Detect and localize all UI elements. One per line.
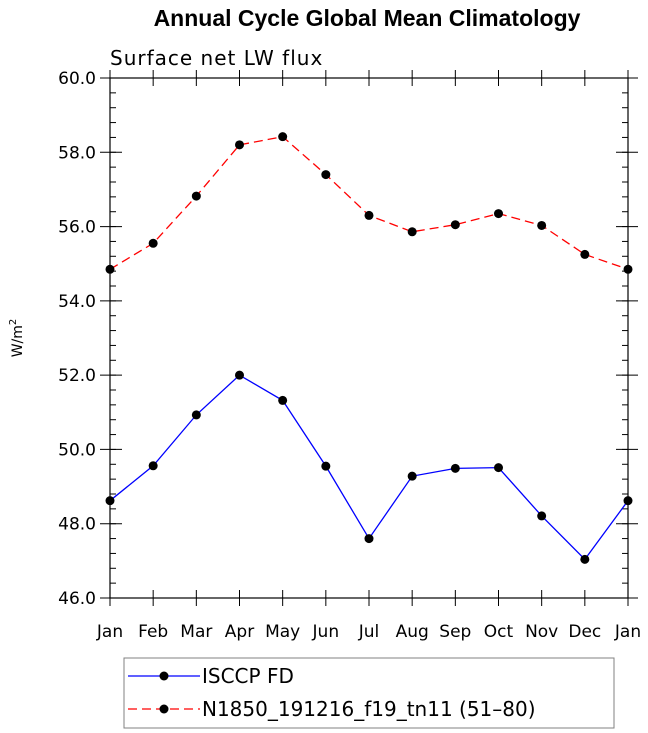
legend: ISCCP FD N1850_191216_f19_tn11 (51–80)	[123, 657, 615, 729]
x-tick-label: Jan	[614, 622, 641, 642]
legend-label-model: N1850_191216_f19_tn11 (51–80)	[202, 697, 536, 721]
legend-marker-model	[159, 704, 169, 714]
y-tick-label: 60.0	[58, 69, 96, 89]
data-point-model	[278, 132, 288, 142]
y-tick-label: 46.0	[58, 589, 96, 609]
y-axis-label-superscript: 2	[8, 319, 19, 325]
chart-subtitle: Surface net LW flux	[110, 46, 323, 70]
data-point-model	[407, 227, 417, 237]
y-tick-label: 52.0	[58, 366, 96, 386]
series-line-model	[109, 135, 629, 270]
data-point-isccp	[494, 463, 503, 473]
y-tick-label: 58.0	[58, 143, 96, 163]
data-point-model	[235, 140, 244, 150]
x-tick-label: May	[265, 622, 300, 642]
legend-box	[123, 657, 615, 729]
data-point-isccp	[580, 554, 590, 564]
chart-title: Annual Cycle Global Mean Climatology	[154, 5, 581, 31]
y-tick-label: 50.0	[58, 440, 96, 460]
y-axis: 46.0 48.0 50.0 52.0 54.0 56.0 58.0 60.0	[58, 69, 638, 609]
data-point-isccp	[450, 463, 460, 473]
plot-border	[109, 77, 629, 599]
data-point-model	[580, 249, 590, 259]
x-tick-label: Aug	[396, 622, 429, 642]
x-tick-label: Nov	[525, 622, 558, 642]
data-point-isccp	[623, 496, 633, 506]
data-point-isccp	[278, 395, 288, 405]
data-point-isccp	[191, 410, 201, 420]
y-tick-label: 48.0	[58, 515, 96, 535]
x-tick-label: Jul	[358, 622, 380, 642]
legend-marker-isccp	[159, 671, 169, 681]
data-point-model	[450, 220, 460, 230]
data-point-isccp	[235, 370, 244, 380]
x-axis: Jan Feb Mar Apr May Jun Jul Aug Sep Oct Nov Dec Jan	[96, 70, 641, 642]
x-tick-label: Mar	[180, 622, 212, 642]
x-tick-label: Feb	[138, 622, 168, 642]
data-point-model	[148, 238, 158, 248]
data-point-isccp	[537, 511, 547, 521]
x-tick-label: Sep	[439, 622, 471, 642]
data-point-isccp	[105, 496, 115, 506]
x-tick-label: Jun	[312, 622, 340, 642]
data-point-isccp	[407, 471, 417, 481]
plot-area	[109, 77, 629, 599]
data-point-model	[191, 191, 201, 201]
data-point-model	[537, 220, 547, 230]
data-point-isccp	[148, 461, 158, 471]
x-tick-label: Apr	[225, 622, 254, 642]
legend-label-isccp: ISCCP FD	[202, 664, 294, 688]
y-tick-label: 56.0	[58, 218, 96, 238]
y-axis-label-text: W/m	[10, 325, 26, 357]
data-point-model	[105, 264, 115, 274]
x-tick-label: Jan	[96, 622, 123, 642]
data-point-model	[321, 170, 331, 180]
data-point-model	[494, 209, 503, 219]
data-point-model	[364, 210, 374, 220]
series-line-isccp	[109, 374, 629, 561]
data-point-isccp	[321, 461, 331, 471]
x-tick-label: Dec	[568, 622, 601, 642]
data-point-isccp	[364, 534, 374, 544]
series-layer	[105, 132, 633, 564]
data-point-model	[623, 264, 633, 274]
y-axis-label: W/m2	[8, 319, 26, 358]
x-tick-label: Oct	[484, 622, 514, 642]
y-tick-label: 54.0	[58, 292, 96, 312]
